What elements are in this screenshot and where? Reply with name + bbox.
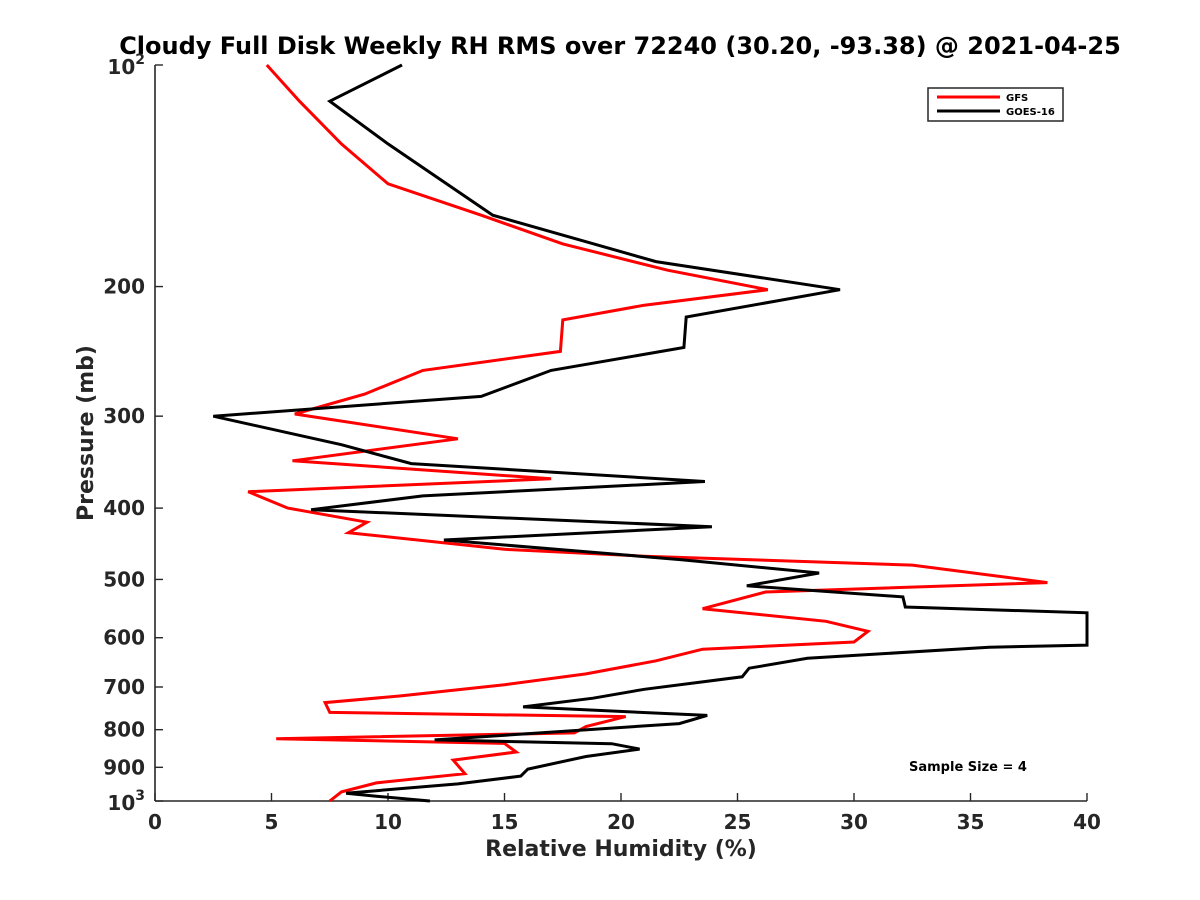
x-tick-label: 5 xyxy=(265,810,279,834)
series-lines xyxy=(212,63,1089,803)
y-tick-label: 900 xyxy=(103,755,145,779)
x-tick-label: 10 xyxy=(374,810,402,834)
y-tick-base: 10 xyxy=(107,791,135,815)
chart-title: Cloudy Full Disk Weekly RH RMS over 7224… xyxy=(119,32,1121,60)
x-tick-label: 30 xyxy=(840,810,868,834)
y-tick-label: 700 xyxy=(103,675,145,699)
y-tick-label: 102 xyxy=(107,52,145,79)
sample-size-annotation: Sample Size = 4 xyxy=(909,760,1027,775)
y-tick-label: 400 xyxy=(103,496,145,520)
y-tick-label: 600 xyxy=(103,626,145,650)
x-axis-title: Relative Humidity (%) xyxy=(485,837,757,862)
legend: GFS GOES-16 xyxy=(927,87,1064,122)
x-tick-label: 40 xyxy=(1073,810,1101,834)
y-tick-label: 800 xyxy=(103,718,145,742)
x-tick-label: 35 xyxy=(957,810,985,834)
x-tick-label: 15 xyxy=(491,810,519,834)
series-line-goes-16 xyxy=(212,63,1089,803)
x-tick-label: 20 xyxy=(607,810,635,834)
legend-label-goes-16: GOES-16 xyxy=(1006,107,1055,118)
legend-label-gfs: GFS xyxy=(1006,93,1028,104)
x-axis-ticks: 0 5 10 15 20 25 30 35 40 xyxy=(148,793,1101,834)
y-tick-exponent: 2 xyxy=(135,52,145,68)
plot-area: 0 5 10 15 20 25 30 35 40 10220030040050060070080… xyxy=(103,52,1101,834)
y-tick-base: 10 xyxy=(107,55,135,79)
x-tick-label: 25 xyxy=(724,810,752,834)
y-tick-label: 200 xyxy=(103,275,145,299)
x-tick-label: 0 xyxy=(148,810,162,834)
y-axis-title: Pressure (mb) xyxy=(74,345,99,521)
y-tick-label: 103 xyxy=(107,788,145,815)
y-tick-label: 300 xyxy=(103,404,145,428)
series-line-gfs xyxy=(247,63,1048,803)
y-tick-label: 500 xyxy=(103,567,145,591)
legend-box xyxy=(927,87,1064,122)
y-tick-exponent: 3 xyxy=(135,788,145,804)
